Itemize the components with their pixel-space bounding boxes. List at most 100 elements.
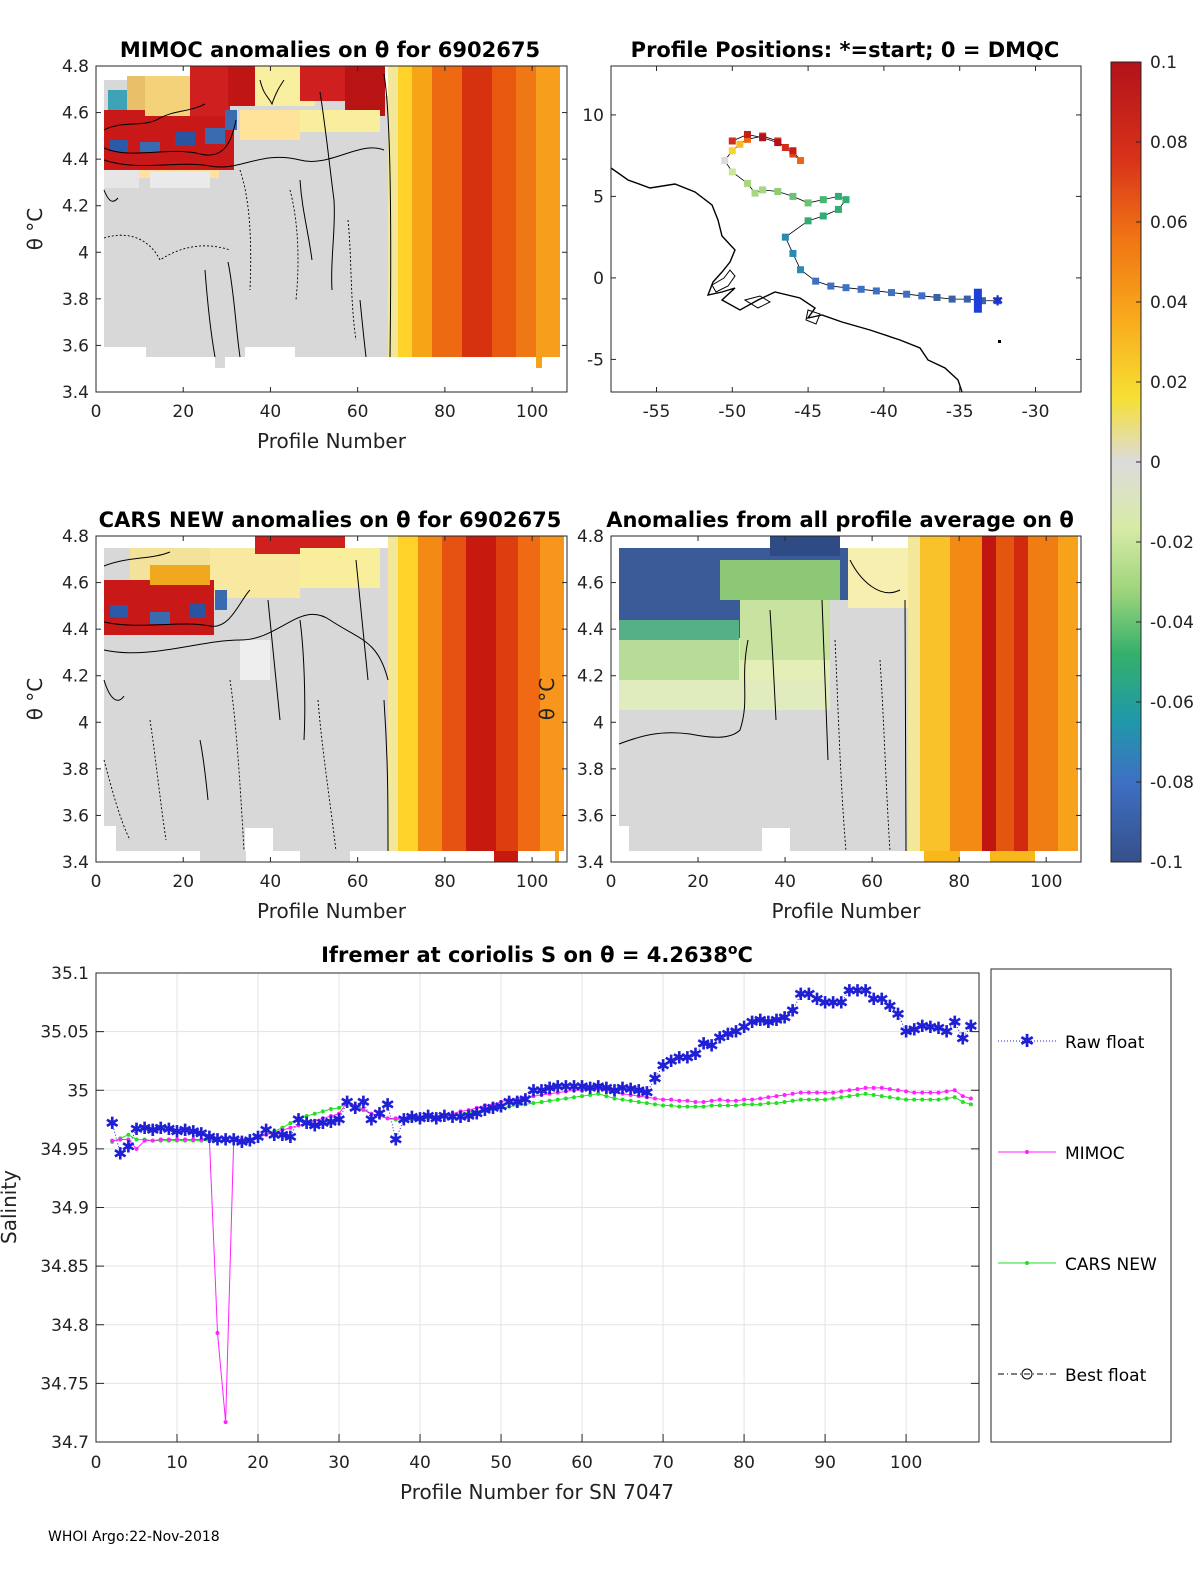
data-point bbox=[571, 1095, 576, 1100]
data-point bbox=[685, 1104, 690, 1109]
data-point bbox=[733, 1103, 738, 1108]
data-point bbox=[701, 1099, 706, 1104]
data-point: ✱ bbox=[170, 1122, 184, 1142]
profile-position-marker bbox=[743, 130, 751, 138]
y-tick-label: 3.6 bbox=[62, 806, 89, 826]
data-point bbox=[879, 1094, 884, 1099]
data-point bbox=[855, 1092, 860, 1097]
colorbar-tick-label: 0.04 bbox=[1150, 293, 1188, 313]
data-point: ✱ bbox=[364, 1111, 378, 1131]
y-tick-label: 4.6 bbox=[62, 104, 89, 124]
data-point: ✱ bbox=[583, 1079, 597, 1099]
data-point bbox=[126, 1132, 131, 1137]
profile-position-marker bbox=[789, 192, 797, 200]
data-point bbox=[296, 1123, 301, 1128]
data-point bbox=[968, 1096, 973, 1101]
data-point bbox=[628, 1092, 633, 1097]
y-tick-label: 4.6 bbox=[62, 574, 89, 594]
data-point bbox=[385, 1116, 390, 1121]
y-axis-label: θ °C bbox=[535, 678, 559, 721]
legend-cars-new: CARS NEW bbox=[998, 1255, 1157, 1275]
data-point bbox=[272, 1130, 277, 1135]
x-tick-label: 40 bbox=[260, 402, 282, 422]
data-point bbox=[790, 1098, 795, 1103]
salinity-series: ✱✱✱✱✱✱✱✱✱✱✱✱✱✱✱✱✱✱✱✱✱✱✱✱✱✱✱✱✱✱✱✱✱✱✱✱✱✱✱✱… bbox=[105, 982, 978, 1425]
data-point bbox=[904, 1089, 909, 1094]
asterisk-marker-icon: ✱ bbox=[1019, 1031, 1034, 1052]
data-point: ✱ bbox=[291, 1111, 305, 1131]
data-point bbox=[952, 1095, 957, 1100]
data-point bbox=[669, 1097, 674, 1102]
data-point: ✱ bbox=[753, 1011, 767, 1031]
data-point bbox=[855, 1087, 860, 1092]
data-point: ✱ bbox=[510, 1093, 524, 1113]
data-point bbox=[814, 1097, 819, 1102]
data-point: ✱ bbox=[559, 1078, 573, 1098]
data-point: ✱ bbox=[599, 1079, 613, 1099]
profile-position-marker bbox=[736, 140, 744, 148]
data-point: ✱ bbox=[146, 1121, 160, 1141]
data-point bbox=[798, 1090, 803, 1095]
data-point: ✱ bbox=[575, 1078, 589, 1098]
x-tick-label: -35 bbox=[946, 402, 974, 422]
data-point bbox=[256, 1135, 261, 1140]
data-point bbox=[733, 1098, 738, 1103]
y-tick-label: 4 bbox=[78, 243, 89, 263]
data-point: ✱ bbox=[348, 1099, 362, 1119]
data-point bbox=[304, 1121, 309, 1126]
data-point: ✱ bbox=[802, 985, 816, 1005]
data-point bbox=[895, 1088, 900, 1093]
data-point: ✱ bbox=[137, 1119, 151, 1139]
x-tick-label: 40 bbox=[260, 872, 282, 892]
data-point bbox=[320, 1116, 325, 1121]
y-tick-label: 34.7 bbox=[51, 1433, 89, 1453]
data-point: ✱ bbox=[267, 1126, 281, 1146]
data-point bbox=[458, 1109, 463, 1114]
data-point bbox=[223, 1138, 228, 1143]
data-point bbox=[150, 1138, 155, 1143]
data-point: ✱ bbox=[543, 1079, 557, 1099]
data-point: ✱ bbox=[194, 1125, 208, 1145]
circle-marker-icon bbox=[1021, 1368, 1033, 1380]
x-tick-label: 100 bbox=[516, 402, 548, 422]
legend-mimoc-label: MIMOC bbox=[1065, 1144, 1125, 1164]
y-tick-label: 4.2 bbox=[577, 667, 604, 687]
data-point bbox=[944, 1089, 949, 1094]
x-tick-label: -55 bbox=[643, 402, 671, 422]
data-point bbox=[531, 1094, 536, 1099]
colorbar-tick-label: 0.1 bbox=[1150, 53, 1177, 73]
data-point: ✱ bbox=[875, 990, 889, 1010]
data-point: ✱ bbox=[648, 1070, 662, 1090]
data-point bbox=[750, 1102, 755, 1107]
dot-marker-icon bbox=[1025, 1150, 1029, 1154]
y-tick-label: 4.2 bbox=[62, 197, 89, 217]
data-point bbox=[296, 1116, 301, 1121]
x-tick-label: 0 bbox=[606, 872, 617, 892]
profile-position-marker bbox=[903, 290, 911, 298]
data-point bbox=[871, 1085, 876, 1090]
y-tick-label: 3.6 bbox=[62, 336, 89, 356]
data-point bbox=[912, 1097, 917, 1102]
data-point bbox=[644, 1101, 649, 1106]
x-tick-label: -40 bbox=[870, 402, 898, 422]
profile-position-marker bbox=[728, 168, 736, 176]
y-tick-label: 34.9 bbox=[51, 1199, 89, 1219]
data-point: ✱ bbox=[591, 1078, 605, 1098]
data-point: ✱ bbox=[486, 1099, 500, 1119]
data-point bbox=[466, 1108, 471, 1113]
profile-position-marker bbox=[857, 285, 865, 293]
legend-raw-float: ✱ Raw float bbox=[998, 1031, 1145, 1053]
series-mimoc bbox=[110, 1085, 973, 1425]
data-point: ✱ bbox=[324, 1113, 338, 1133]
x-tick-label: 70 bbox=[652, 1453, 674, 1473]
profile-position-marker bbox=[827, 282, 835, 290]
legend-raw-float-label: Raw float bbox=[1065, 1033, 1145, 1053]
x-tick-label: 20 bbox=[687, 872, 709, 892]
data-point bbox=[758, 1096, 763, 1101]
legend-best-float-label: Best float bbox=[1065, 1366, 1147, 1386]
data-point bbox=[223, 1420, 228, 1425]
y-tick-label: 10 bbox=[582, 106, 604, 126]
data-point: ✱ bbox=[494, 1098, 508, 1118]
data-point bbox=[936, 1097, 941, 1102]
data-point: ✱ bbox=[891, 1005, 905, 1025]
